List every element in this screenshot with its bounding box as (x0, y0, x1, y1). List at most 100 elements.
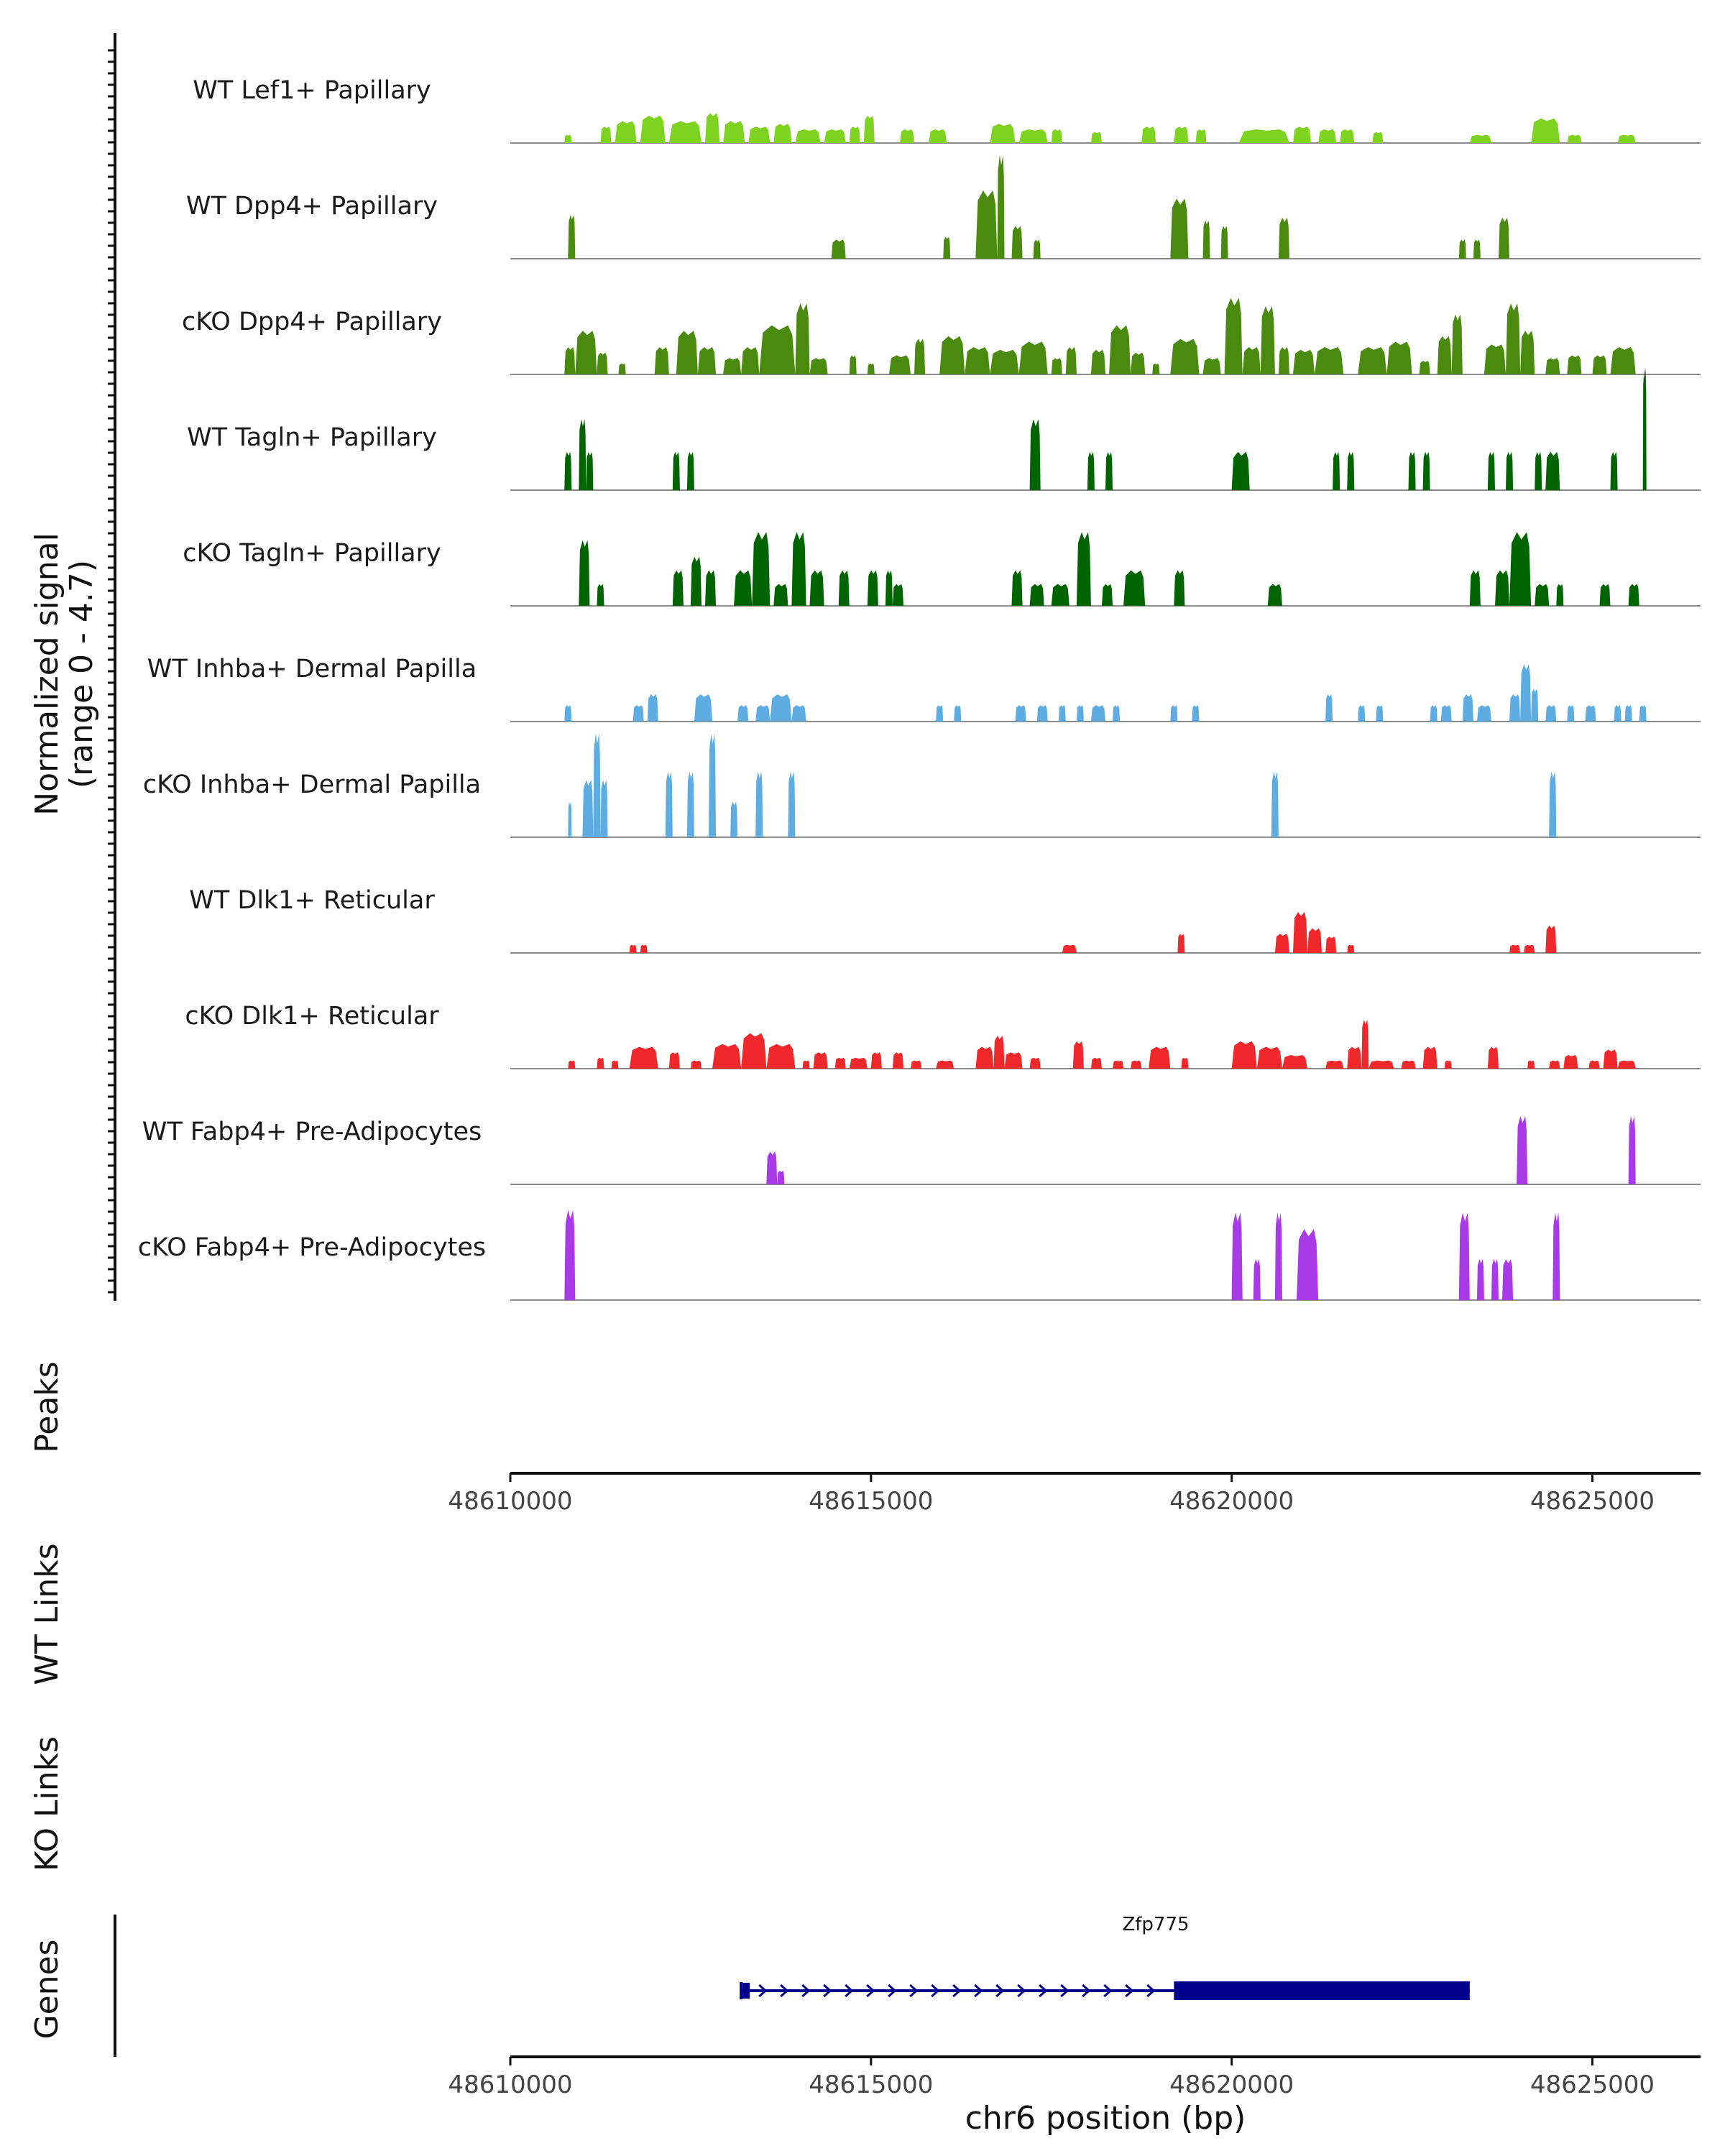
track: cKO Tagln+ Papillary (183, 532, 1701, 607)
signal-peak (914, 338, 926, 374)
signal-peak (1278, 347, 1289, 374)
signal-peak (1072, 1041, 1084, 1069)
signal-peak (1278, 218, 1289, 259)
signal-peak (849, 355, 857, 374)
signal-peak (1105, 451, 1113, 490)
signal-peak (1065, 347, 1077, 374)
signal-peak (755, 705, 770, 722)
signal-peak (888, 355, 911, 374)
signal-peak (867, 363, 875, 374)
signal-peak (1531, 118, 1560, 143)
strand-arrow-icon (995, 1984, 1005, 1998)
signal-peak (1202, 220, 1210, 259)
x-axis-tick-label: 48610000 (448, 2070, 572, 2099)
signal-peak (892, 584, 903, 606)
signal-peak (1639, 705, 1647, 722)
signal-peak (1458, 239, 1466, 259)
signal-peak (1487, 451, 1495, 490)
signal-peak (755, 771, 763, 837)
signal-peak (654, 347, 669, 374)
signal-peak (900, 129, 914, 143)
signal-peak (1358, 347, 1387, 374)
signal-peak (1231, 1041, 1257, 1069)
signal-peak (1592, 355, 1607, 374)
signal-peak (1499, 218, 1509, 259)
signal-peak (1567, 355, 1582, 374)
signal-peak (1567, 134, 1582, 143)
signal-peak (1386, 341, 1412, 374)
signal-peak (1509, 532, 1532, 606)
signal-peak (773, 124, 792, 143)
track-label: cKO Dpp4+ Papillary (182, 308, 442, 336)
signal-peak (741, 1033, 767, 1069)
signal-peak (1491, 1259, 1499, 1300)
signal-peak (575, 331, 597, 374)
strand-arrow-icon (866, 1984, 875, 1998)
signal-peak (1437, 336, 1452, 374)
signal-peak (632, 705, 644, 722)
signal-peak (1018, 341, 1048, 374)
signal-peak (766, 1151, 778, 1184)
signal-peak (1368, 1060, 1394, 1069)
signal-axis-title: Normalized signal (29, 533, 65, 816)
gene-model: Zfp775 (740, 1914, 1470, 2000)
signal-peak (759, 325, 796, 374)
signal-peak (1282, 1055, 1307, 1069)
signal-peak (1220, 226, 1228, 259)
x-axis-tick-label: 48610000 (448, 1487, 572, 1516)
signal-peak (1011, 226, 1023, 259)
signal-peak (1307, 928, 1322, 953)
signal-peak (1487, 1046, 1499, 1069)
signal-peak (705, 113, 720, 143)
signal-peak (1535, 584, 1550, 606)
signal-peak (1113, 705, 1121, 722)
gene-exon (742, 1983, 750, 1999)
signal-peak (993, 1036, 1005, 1069)
track: cKO Dpp4+ Papillary (182, 298, 1701, 375)
strand-arrow-icon (845, 1984, 854, 1998)
strand-arrow-icon (888, 1984, 897, 1998)
signal-peak (1376, 705, 1384, 722)
signal-peak (954, 705, 962, 722)
signal-peak (615, 121, 637, 143)
signal-peak (1231, 1212, 1243, 1300)
track: WT Dlk1+ Reticular (189, 886, 1701, 954)
strand-arrow-icon (1146, 1984, 1156, 1998)
track: WT Dpp4+ Papillary (186, 155, 1701, 259)
signal-peak (1315, 347, 1344, 374)
signal-peak (1274, 1212, 1282, 1300)
signal-peak (834, 1057, 846, 1069)
signal-peak (936, 1060, 954, 1069)
signal-peak (1603, 1049, 1618, 1069)
signal-peak (975, 190, 998, 259)
signal-peak (1090, 349, 1105, 374)
track: cKO Inhba+ Dermal Papilla (143, 733, 1701, 838)
signal-peak (1170, 705, 1178, 722)
signal-peak (1422, 451, 1430, 490)
signal-peak (1170, 198, 1189, 259)
signal-peak (965, 347, 990, 374)
signal-peak (1509, 694, 1521, 722)
track-label: WT Dlk1+ Reticular (189, 886, 435, 915)
signal-peak (1549, 771, 1557, 837)
signal-peak (1476, 1259, 1484, 1300)
signal-peak (1325, 936, 1337, 953)
signal-peak (1567, 705, 1575, 722)
signal-peak (1141, 126, 1156, 143)
signal-peak (1224, 298, 1243, 374)
signal-peak (568, 1060, 576, 1069)
signal-peak (1192, 705, 1200, 722)
signal-axis-ticks (108, 49, 115, 1294)
signal-peak (1419, 361, 1430, 374)
signal-peak (618, 363, 626, 374)
signal-peak (1599, 584, 1611, 606)
signal-peak (600, 780, 608, 837)
signal-peak (564, 451, 572, 490)
signal-peak (1090, 1057, 1102, 1069)
signal-peak (741, 347, 760, 374)
signal-peak (629, 1046, 658, 1069)
signal-peak (849, 1057, 868, 1069)
signal-peak (734, 570, 753, 606)
x-axis-tick-label: 48625000 (1530, 1487, 1655, 1516)
signal-peak (1015, 705, 1026, 722)
